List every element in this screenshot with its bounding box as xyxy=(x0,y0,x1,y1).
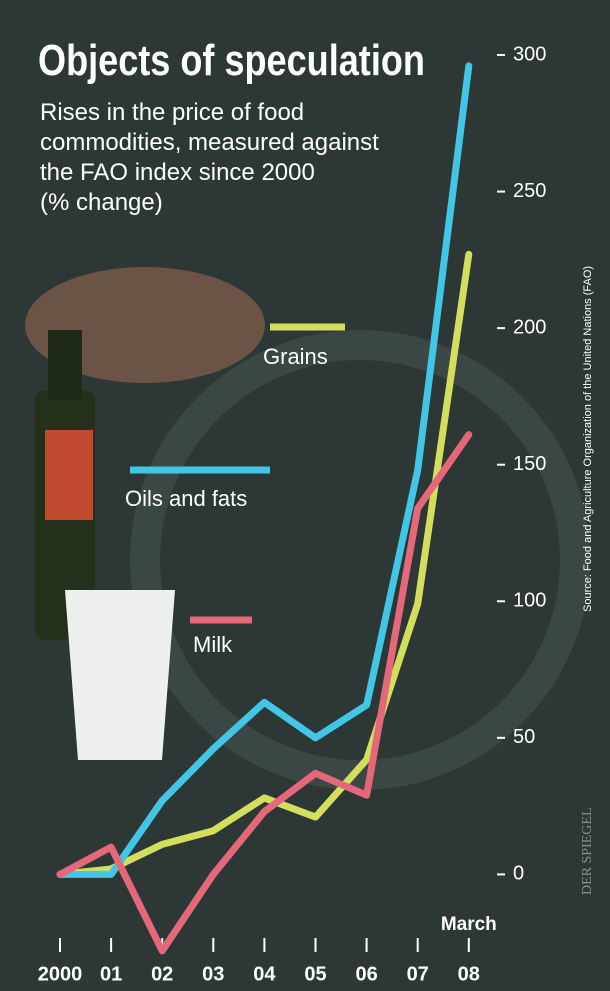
logo-background xyxy=(130,330,590,790)
series-line xyxy=(56,431,473,955)
subtitle-line: commodities, measured against xyxy=(40,129,379,156)
chart-title: Objects of speculation xyxy=(38,36,425,85)
x-tick-label: 07 xyxy=(407,963,429,985)
legend-label: Milk xyxy=(193,632,233,657)
y-tick-label: 200 xyxy=(513,316,546,338)
legend-label: Oils and fats xyxy=(125,486,247,511)
y-tick-label: 150 xyxy=(513,453,546,475)
y-tick-label: 100 xyxy=(513,590,546,612)
chart-subtitle: Rises in the price of food commodities, m… xyxy=(40,98,379,218)
y-tick-label: 50 xyxy=(513,726,535,748)
subtitle-line: Rises in the price of food xyxy=(40,99,305,126)
illustrations xyxy=(25,267,265,760)
x-tick-label: 03 xyxy=(202,963,224,985)
subtitle-line: (% change) xyxy=(40,189,163,216)
annotation: March xyxy=(441,914,497,935)
series-line xyxy=(56,62,473,878)
y-tick-label: 250 xyxy=(513,180,546,202)
x-tick-label: 05 xyxy=(304,963,326,985)
x-tick-label: 06 xyxy=(355,963,377,985)
x-tick-label: 08 xyxy=(458,963,480,985)
series-line xyxy=(56,250,473,878)
credit: DER SPIEGEL xyxy=(580,808,595,896)
subtitle-line: the FAO index since 2000 xyxy=(40,159,315,186)
source: Source: Food and Agriculture Organizatio… xyxy=(582,266,594,612)
x-tick-label: 04 xyxy=(253,963,276,985)
x-tick-label: 01 xyxy=(100,963,122,985)
y-tick-label: 300 xyxy=(513,43,546,65)
legend-label: Grains xyxy=(263,344,328,369)
y-tick-label: 0 xyxy=(513,863,524,885)
x-tick-label: 2000 xyxy=(38,963,83,985)
x-tick-label: 02 xyxy=(151,963,173,985)
